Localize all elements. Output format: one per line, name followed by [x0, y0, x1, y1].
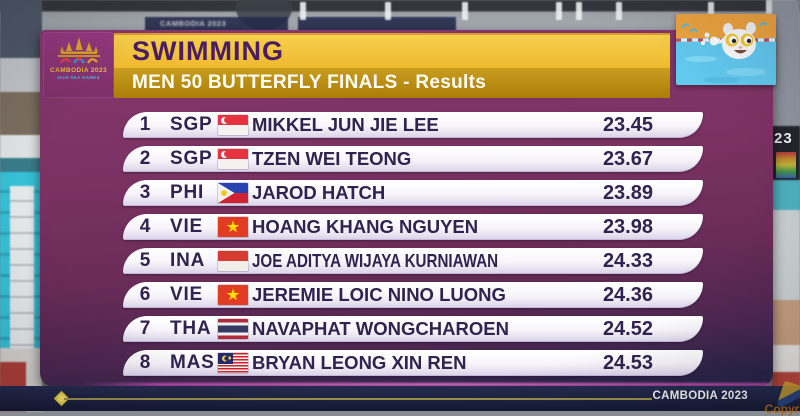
flag-singapore-icon	[218, 115, 248, 135]
sea-games-logo: CAMBODIA 2023 32nd SEA GAMES	[43, 32, 114, 98]
copyright-text: Copyrig	[764, 402, 800, 416]
logo-text-seagames: 32nd SEA GAMES	[57, 75, 100, 80]
noc-code: SGP	[170, 114, 213, 135]
mascot-inset	[676, 14, 776, 85]
athlete-name: JOE ADITYA WIJAYA KURNIAWAN	[252, 250, 499, 271]
result-row: 7 THA NAVAPHAT WONGCHAROEN 24.52	[123, 316, 703, 342]
venue-light	[556, 2, 562, 20]
rank: 2	[139, 148, 151, 169]
flag-vietnam-icon	[218, 217, 248, 237]
athlete-name: HOANG KHANG NGUYEN	[252, 216, 479, 237]
flag-malaysia-icon	[218, 353, 248, 373]
result-time: 24.36	[602, 283, 653, 306]
venue-light	[616, 2, 622, 20]
results-table: 1 SGP MIKKEL JUN JIE LEE 23.45 2 SGP TZE…	[123, 112, 703, 376]
results-panel: CAMBODIA 2023 32nd SEA GAMES SWIMMING ME…	[40, 30, 773, 387]
flag-thailand-icon	[218, 319, 248, 339]
venue-right-strip	[772, 0, 800, 411]
venue-ad-band	[145, 17, 288, 31]
result-time: 23.98	[602, 215, 653, 238]
athlete-name: BRYAN LEONG XIN REN	[252, 352, 467, 373]
noc-code: INA	[170, 250, 206, 271]
result-row: 4 VIE HOANG KHANG NGUYEN 23.98	[123, 214, 703, 240]
rank: 7	[139, 318, 151, 339]
noc-code: VIE	[170, 216, 204, 237]
venue-light	[708, 2, 714, 20]
noc-code: THA	[170, 318, 212, 339]
noc-code: VIE	[170, 284, 204, 305]
rank: 3	[139, 182, 151, 203]
venue-ad-band	[298, 17, 456, 31]
athlete-name: JAROD HATCH	[252, 182, 386, 203]
noc-code: PHI	[170, 182, 205, 203]
rank: 6	[139, 284, 151, 305]
result-time: 23.89	[602, 181, 653, 204]
footer-event-label: CAMBODIA 2023	[652, 390, 748, 402]
logo-text-cambodia: CAMBODIA 2023	[50, 67, 107, 74]
venue-banner-text: CAMBODIA 2023	[160, 19, 227, 28]
athlete-name: NAVAPHAT WONGCHAROEN	[252, 318, 509, 339]
swimming-mascot-icon	[676, 14, 776, 85]
event-subtitle: MEN 50 BUTTERFLY FINALS - Results	[132, 72, 487, 93]
venue-light	[576, 2, 582, 20]
flag-vietnam-icon	[218, 285, 248, 305]
venue-light	[385, 2, 391, 20]
venue-light	[300, 2, 306, 20]
venue-screen-colors	[776, 152, 796, 178]
result-row: 5 INA JOE ADITYA WIJAYA KURNIAWAN 24.33	[123, 248, 703, 274]
result-row: 6 VIE JEREMIE LOIC NINO LUONG 24.36	[123, 282, 703, 308]
rank: 8	[139, 352, 151, 373]
event-subtitle-band: MEN 50 BUTTERFLY FINALS - Results	[114, 68, 670, 98]
flag-singapore-icon	[218, 149, 248, 169]
rank: 4	[139, 216, 151, 237]
sport-title-band: SWIMMING	[114, 33, 670, 68]
result-time: 24.53	[602, 351, 653, 374]
result-row: 8 MAS BRYAN LEONG XIN REN 24.53	[123, 350, 703, 376]
result-row: 2 SGP TZEN WEI TEONG 23.67	[123, 146, 703, 172]
result-time: 23.45	[602, 113, 653, 136]
venue-light	[462, 2, 468, 20]
result-row: 1 SGP MIKKEL JUN JIE LEE 23.45	[123, 112, 703, 138]
venue-scoreboard-number: 23	[774, 130, 793, 147]
footer-divider-line	[64, 398, 652, 400]
sea-games-emblem-icon	[57, 37, 100, 64]
athlete-name: TZEN WEI TEONG	[252, 148, 412, 169]
result-time: 24.52	[602, 317, 653, 340]
noc-code: SGP	[170, 148, 213, 169]
athlete-name: MIKKEL JUN JIE LEE	[252, 114, 439, 135]
rank: 5	[139, 250, 151, 271]
noc-code: MAS	[170, 352, 215, 373]
athlete-name: JEREMIE LOIC NINO LUONG	[252, 284, 506, 305]
venue-pool-left	[0, 0, 42, 411]
broadcast-footer-bar: CAMBODIA 2023 Copyrig	[0, 380, 800, 416]
flag-philippines-icon	[218, 183, 248, 203]
rank: 1	[139, 114, 151, 135]
flag-indonesia-icon	[218, 251, 248, 271]
result-row: 3 PHI JAROD HATCH 23.89	[123, 180, 703, 206]
result-time: 24.33	[602, 249, 653, 272]
result-time: 23.67	[602, 147, 653, 170]
diving-tower	[10, 186, 34, 348]
sport-title: SWIMMING	[132, 36, 284, 66]
